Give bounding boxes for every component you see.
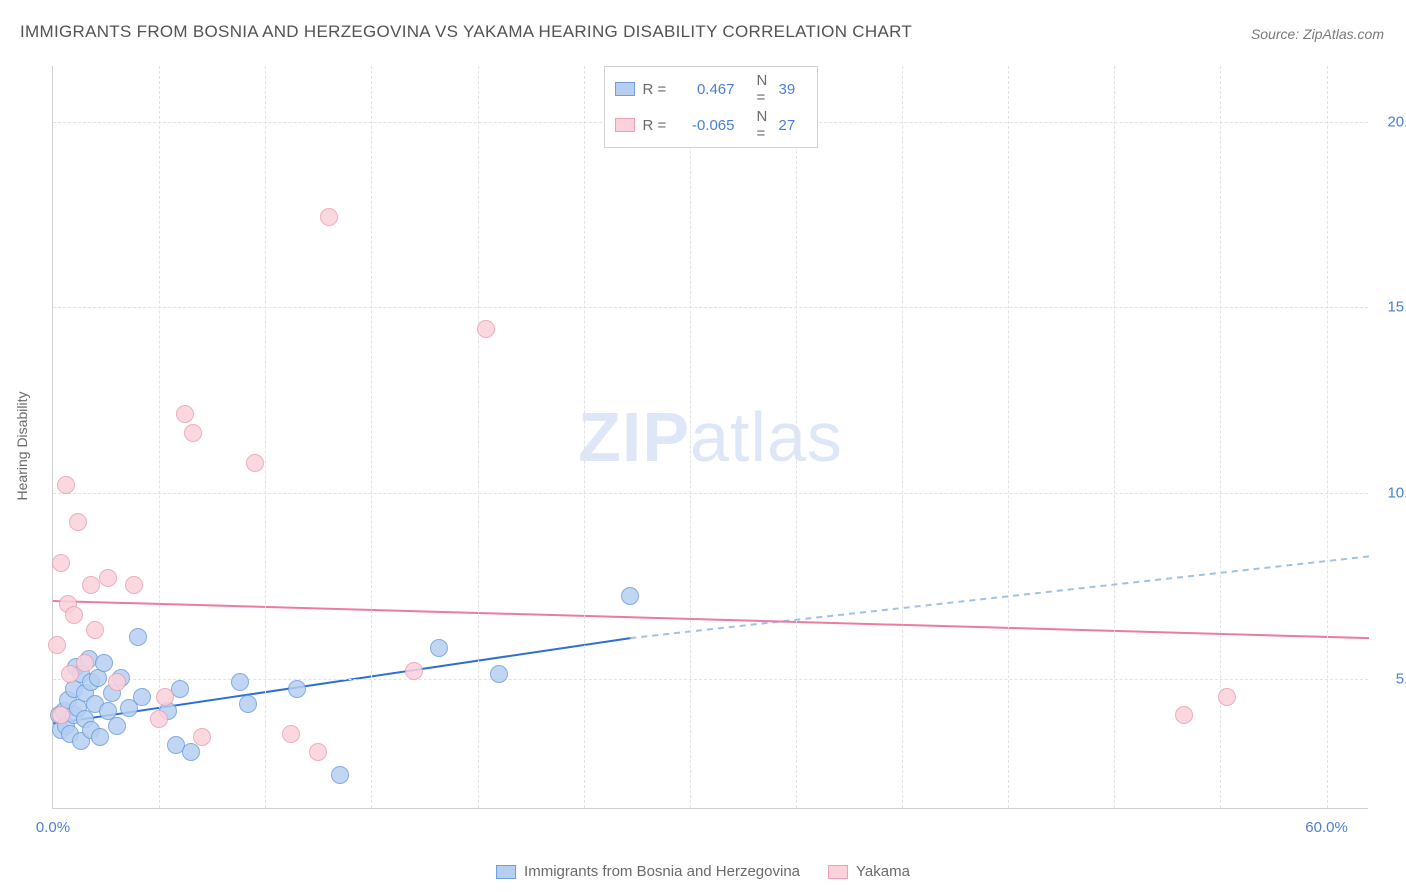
gridline-v — [478, 66, 479, 808]
data-point-bosnia — [129, 628, 147, 646]
gridline-v — [796, 66, 797, 808]
series-legend: Immigrants from Bosnia and Herzegovina Ya… — [496, 863, 910, 880]
data-point-yakama — [52, 706, 70, 724]
swatch-yakama — [828, 865, 848, 879]
gridline-v — [690, 66, 691, 808]
watermark-atlas: atlas — [690, 398, 843, 476]
watermark-zip: ZIP — [578, 398, 690, 476]
data-point-yakama — [156, 688, 174, 706]
data-point-yakama — [86, 621, 104, 639]
data-point-yakama — [57, 476, 75, 494]
y-tick-label: 15.0% — [1374, 299, 1406, 316]
gridline-h — [53, 307, 1368, 308]
data-point-bosnia — [239, 695, 257, 713]
data-point-yakama — [1175, 706, 1193, 724]
data-point-bosnia — [231, 673, 249, 691]
data-point-yakama — [176, 405, 194, 423]
data-point-bosnia — [288, 680, 306, 698]
r-label: R = — [643, 117, 671, 134]
y-axis-label: Hearing Disability — [14, 392, 30, 501]
x-tick-label: 0.0% — [36, 819, 70, 836]
gridline-h — [53, 493, 1368, 494]
data-point-yakama — [99, 569, 117, 587]
data-point-yakama — [309, 743, 327, 761]
gridline-v — [902, 66, 903, 808]
data-point-bosnia — [182, 743, 200, 761]
legend-label: Yakama — [856, 863, 910, 880]
data-point-bosnia — [95, 654, 113, 672]
n-value: 27 — [779, 117, 807, 134]
swatch-yakama — [615, 118, 635, 132]
data-point-yakama — [65, 606, 83, 624]
y-tick-label: 20.0% — [1374, 113, 1406, 130]
data-point-yakama — [48, 636, 66, 654]
data-point-yakama — [52, 554, 70, 572]
data-point-yakama — [282, 725, 300, 743]
data-point-yakama — [405, 662, 423, 680]
watermark: ZIPatlas — [578, 397, 843, 477]
r-label: R = — [643, 81, 671, 98]
data-point-bosnia — [91, 728, 109, 746]
data-point-yakama — [125, 576, 143, 594]
legend-item-bosnia: Immigrants from Bosnia and Herzegovina — [496, 863, 800, 880]
gridline-v — [265, 66, 266, 808]
data-point-bosnia — [133, 688, 151, 706]
data-point-yakama — [193, 728, 211, 746]
data-point-bosnia — [430, 639, 448, 657]
data-point-yakama — [69, 513, 87, 531]
data-point-yakama — [184, 424, 202, 442]
gridline-v — [1327, 66, 1328, 808]
gridline-h — [53, 679, 1368, 680]
gridline-v — [584, 66, 585, 808]
legend-label: Immigrants from Bosnia and Herzegovina — [524, 863, 800, 880]
y-tick-label: 5.0% — [1374, 670, 1406, 687]
stats-row-bosnia: R = 0.467 N = 39 — [615, 71, 807, 107]
data-point-yakama — [150, 710, 168, 728]
data-point-yakama — [82, 576, 100, 594]
gridline-v — [1008, 66, 1009, 808]
gridline-v — [371, 66, 372, 808]
r-value: -0.065 — [679, 117, 735, 134]
n-label: N = — [743, 108, 771, 142]
n-value: 39 — [779, 81, 807, 98]
n-label: N = — [743, 72, 771, 106]
x-tick-label: 60.0% — [1305, 819, 1348, 836]
plot-area: ZIPatlas R =0.467N =39R =-0.065N =27 5.0… — [52, 66, 1368, 809]
r-value: 0.467 — [679, 81, 735, 98]
stats-row-yakama: R = -0.065 N = 27 — [615, 107, 807, 143]
data-point-yakama — [1218, 688, 1236, 706]
data-point-yakama — [320, 208, 338, 226]
source-attribution: Source: ZipAtlas.com — [1251, 26, 1384, 42]
legend-item-yakama: Yakama — [828, 863, 910, 880]
data-point-yakama — [477, 320, 495, 338]
swatch-bosnia — [496, 865, 516, 879]
data-point-yakama — [108, 673, 126, 691]
data-point-bosnia — [490, 665, 508, 683]
data-point-yakama — [246, 454, 264, 472]
data-point-bosnia — [621, 587, 639, 605]
swatch-bosnia — [615, 82, 635, 96]
chart-title: IMMIGRANTS FROM BOSNIA AND HERZEGOVINA V… — [20, 22, 912, 42]
data-point-bosnia — [108, 717, 126, 735]
data-point-bosnia — [331, 766, 349, 784]
y-tick-label: 10.0% — [1374, 485, 1406, 502]
gridline-v — [1114, 66, 1115, 808]
data-point-yakama — [76, 654, 94, 672]
stats-legend: R = 0.467 N = 39 R = -0.065 N = 27 — [604, 66, 818, 148]
